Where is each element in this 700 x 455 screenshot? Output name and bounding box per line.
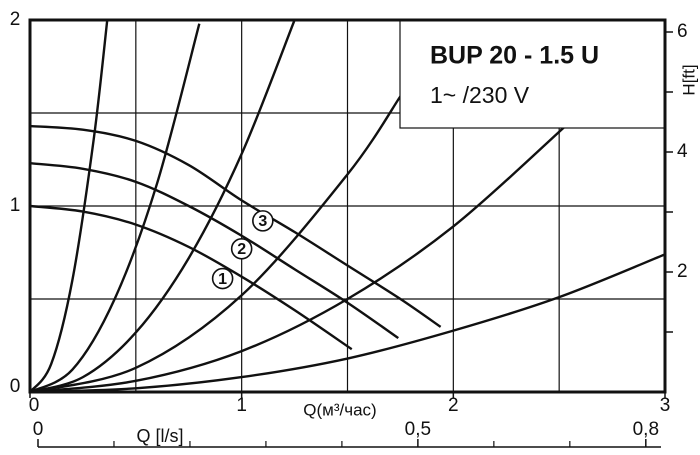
system-curve	[30, 125, 567, 392]
system-curve	[30, 20, 296, 392]
chart-subtitle: 1~ /230 V	[430, 82, 530, 108]
x-tick-label: 2	[448, 395, 459, 416]
y-tick-label: 1	[10, 195, 21, 216]
curve-label: 1	[218, 271, 227, 288]
curve-marker	[211, 267, 234, 290]
system-curve	[30, 95, 402, 392]
system-curve	[30, 23, 201, 392]
x2-tick-label: 0,8	[633, 419, 659, 440]
x2-axis-label: Q [l/s]	[136, 426, 183, 446]
y2-tick-label: 2	[677, 261, 688, 282]
y2-tick-label: 6	[677, 21, 688, 42]
system-curve	[30, 253, 665, 392]
x2-tick-label: 0	[33, 419, 44, 440]
x2-tick-label: 0,5	[405, 419, 431, 440]
curve-label: 2	[237, 241, 246, 258]
curve-marker	[252, 210, 274, 232]
plot-border	[28, 18, 667, 394]
curve-marker	[230, 237, 253, 260]
title-box	[399, 19, 666, 129]
chart-title: BUP 20 - 1.5 U	[430, 42, 599, 70]
y-tick-label: 0	[10, 376, 21, 397]
y-tick-label: 2	[10, 9, 21, 30]
x-tick-label: 1	[236, 395, 247, 416]
x-tick-label: 3	[660, 395, 671, 416]
pump-curve	[30, 204, 353, 351]
pump-curve	[30, 124, 442, 328]
system-curve	[30, 20, 109, 392]
curve-label: 3	[258, 213, 267, 230]
x-axis-label: Q(м³/час)	[303, 400, 376, 419]
pump-curve	[30, 162, 399, 340]
curves	[30, 20, 665, 392]
y2-tick-label: 4	[677, 141, 688, 162]
y2-axis-label: H[ft]	[679, 64, 698, 95]
x-tick-label: 0	[29, 395, 40, 416]
